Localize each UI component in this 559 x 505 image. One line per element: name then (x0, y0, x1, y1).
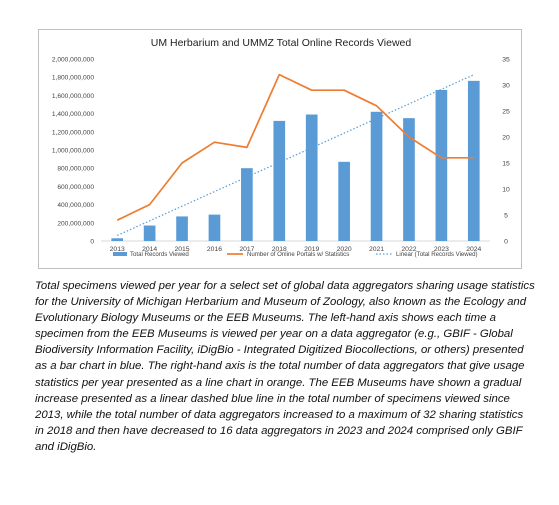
chart-frame: UM Herbarium and UMMZ Total Online Recor… (38, 29, 522, 269)
bar (176, 216, 188, 241)
y-right-tick-label: 30 (502, 83, 510, 90)
bar (111, 238, 124, 241)
x-tick-label: 2023 (434, 246, 449, 253)
y-right-tick-label: 15 (502, 161, 510, 168)
legend-swatch-bars (113, 252, 127, 256)
y-right-tick-label: 10 (502, 187, 510, 194)
bar (143, 225, 156, 241)
bar (208, 214, 221, 241)
x-tick-label: 2016 (207, 246, 222, 253)
bar (370, 111, 383, 241)
combo-chart: UM Herbarium and UMMZ Total Online Recor… (52, 37, 510, 258)
y-left-tick-label: 1,400,000,000 (52, 111, 95, 118)
x-tick-label: 2015 (174, 246, 189, 253)
y-right-tick-label: 0 (504, 239, 508, 246)
chart-title: UM Herbarium and UMMZ Total Online Recor… (151, 37, 412, 49)
x-tick-label: 2020 (337, 246, 352, 253)
y-right-tick-label: 35 (502, 57, 510, 64)
bar (273, 120, 286, 241)
x-tick-label: 2013 (110, 246, 125, 253)
bar (467, 80, 480, 241)
figure-caption: Total specimens viewed per year for a se… (35, 280, 535, 453)
legend-label-line: Number of Online Portals w/ Statistics (247, 251, 349, 258)
y-right-tick-label: 5 (504, 213, 508, 220)
x-tick-label: 2021 (369, 246, 384, 253)
y-left-tick-label: 200,000,000 (57, 220, 94, 227)
y-left-tick-label: 0 (90, 239, 94, 246)
y-left-tick-label: 800,000,000 (57, 166, 94, 173)
x-tick-label: 2019 (304, 246, 319, 253)
bar (241, 168, 253, 241)
legend-label-trend: Linear (Total Records Viewed) (396, 251, 478, 258)
y-left-tick-label: 400,000,000 (57, 202, 94, 209)
y-left-tick-label: 1,000,000,000 (52, 148, 95, 155)
y-right-tick-label: 25 (502, 109, 510, 116)
y-left-tick-label: 600,000,000 (57, 184, 94, 191)
y-left-tick-label: 1,600,000,000 (52, 93, 95, 100)
y-right-tick-label: 20 (502, 135, 510, 142)
x-tick-label: 2024 (466, 246, 481, 253)
bar (403, 118, 415, 241)
trendline (116, 74, 475, 237)
portals-line (116, 73, 474, 221)
bar (338, 161, 350, 241)
x-tick-label: 2014 (142, 246, 157, 253)
x-tick-label: 2018 (272, 246, 287, 253)
bar (305, 114, 318, 241)
x-tick-label: 2017 (239, 246, 254, 253)
bar (435, 89, 448, 241)
legend-label-bars: Total Records Viewed (130, 251, 189, 258)
y-left-tick-label: 1,200,000,000 (52, 129, 95, 136)
x-tick-label: 2022 (401, 246, 416, 253)
y-left-tick-label: 1,800,000,000 (52, 75, 95, 82)
y-left-tick-label: 2,000,000,000 (52, 57, 95, 64)
